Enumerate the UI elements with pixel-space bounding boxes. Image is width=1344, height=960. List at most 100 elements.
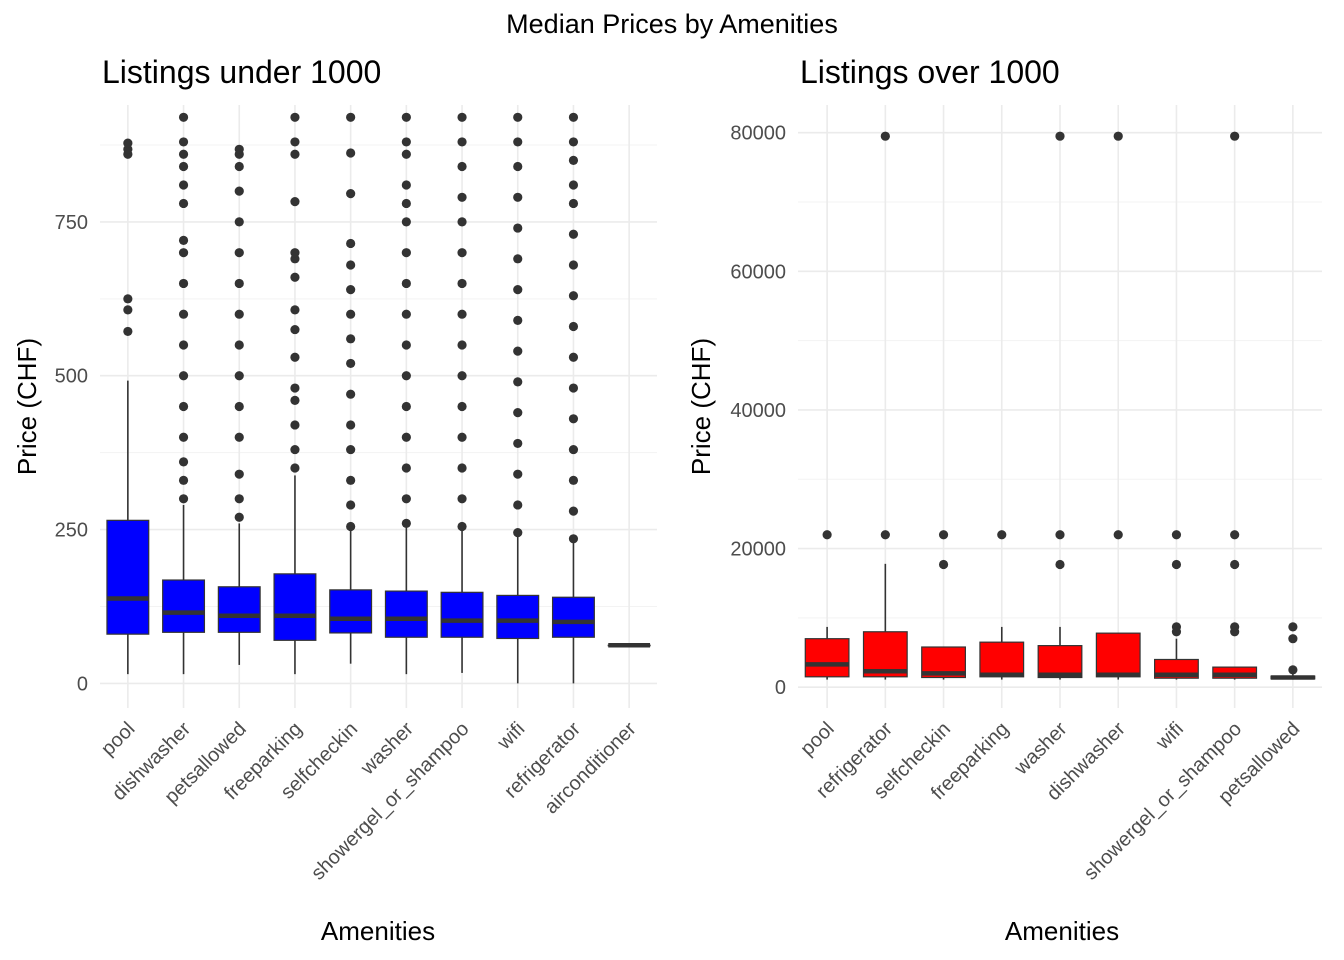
- box-washer: [384, 112, 428, 675]
- outlier-point: [346, 309, 356, 319]
- outlier-point: [1230, 131, 1240, 141]
- figure-title: Median Prices by Amenities: [506, 9, 838, 39]
- outlier-point: [513, 500, 523, 510]
- outlier-point: [1113, 131, 1123, 141]
- outlier-point: [346, 500, 356, 510]
- iqr-box: [979, 641, 1025, 678]
- box-refrigerator: [862, 131, 908, 680]
- iqr-box: [384, 590, 428, 638]
- outlier-point: [513, 284, 523, 295]
- outlier-point: [123, 326, 133, 337]
- outlier-point: [178, 149, 189, 159]
- iqr-box: [217, 586, 261, 633]
- box-selfcheckin: [329, 112, 373, 664]
- x-tick-label: wifi: [493, 718, 530, 755]
- outlier-point: [178, 309, 189, 319]
- outlier-point: [178, 161, 189, 172]
- outlier-point: [1055, 530, 1065, 540]
- outlier-point: [457, 432, 467, 442]
- outlier-point: [234, 161, 244, 172]
- outlier-point: [290, 444, 300, 455]
- outlier-point: [290, 324, 300, 335]
- outlier-point: [346, 444, 356, 455]
- box-pool: [804, 530, 850, 680]
- outlier-point: [568, 291, 579, 301]
- box-wifi: [1154, 530, 1199, 680]
- outlier-point: [457, 340, 467, 350]
- outlier-point: [401, 149, 411, 159]
- outlier-point: [568, 534, 579, 544]
- outlier-point: [234, 432, 244, 442]
- outlier-point: [938, 559, 949, 570]
- panel-title: Listings under 1000: [102, 54, 381, 90]
- outlier-point: [178, 278, 189, 289]
- box-dishwasher: [1095, 131, 1141, 680]
- outlier-point: [513, 192, 523, 202]
- outlier-point: [568, 112, 579, 122]
- y-tick-label: 20000: [730, 539, 786, 561]
- outlier-point: [401, 432, 411, 442]
- outlier-point: [1055, 559, 1065, 570]
- outlier-point: [290, 112, 300, 122]
- y-tick-label: 750: [55, 212, 88, 234]
- outlier-point: [178, 494, 189, 504]
- box-selfcheckin: [921, 530, 966, 680]
- panel-under-1000: 0250500750pooldishwasherpetsallowedfreep…: [12, 54, 657, 946]
- outlier-point: [568, 260, 579, 270]
- outlier-point: [513, 254, 523, 264]
- panel-over-1000: 020000400006000080000poolrefrigeratorsel…: [686, 54, 1322, 946]
- outlier-point: [346, 112, 356, 122]
- outlier-point: [234, 217, 244, 227]
- outlier-point: [290, 463, 300, 473]
- outlier-point: [123, 294, 133, 304]
- outlier-point: [1113, 530, 1123, 540]
- box-refrigerator: [551, 112, 595, 684]
- outlier-point: [401, 137, 411, 147]
- outlier-point: [234, 494, 244, 504]
- outlier-point: [568, 383, 579, 393]
- outlier-point: [401, 248, 411, 258]
- outlier-point: [123, 305, 133, 315]
- outlier-point: [178, 137, 189, 147]
- outlier-point: [513, 346, 523, 356]
- outlier-point: [401, 278, 411, 289]
- iqr-box: [1037, 645, 1083, 679]
- outlier-point: [568, 137, 579, 147]
- outlier-point: [290, 197, 300, 207]
- outlier-point: [401, 340, 411, 350]
- outlier-point: [234, 278, 244, 289]
- outlier-point: [513, 408, 523, 418]
- outlier-point: [178, 180, 189, 190]
- outlier-point: [290, 352, 300, 362]
- iqr-box: [551, 596, 595, 638]
- outlier-point: [178, 248, 189, 258]
- outlier-point: [178, 112, 189, 122]
- iqr-box: [162, 579, 206, 633]
- outlier-point: [290, 383, 300, 393]
- outlier-point: [234, 248, 244, 258]
- outlier-point: [568, 180, 579, 190]
- y-tick-label: 80000: [730, 123, 786, 145]
- iqr-box: [440, 591, 484, 638]
- outlier-point: [178, 432, 189, 442]
- outlier-point: [290, 137, 300, 147]
- y-axis-label: Price (CHF): [686, 338, 716, 475]
- y-tick-label: 60000: [730, 261, 786, 283]
- outlier-point: [568, 198, 579, 209]
- outlier-point: [457, 112, 467, 122]
- outlier-point: [290, 420, 300, 430]
- outlier-point: [346, 260, 356, 270]
- box-washer: [1037, 131, 1083, 680]
- outlier-point: [290, 272, 300, 282]
- outlier-point: [178, 401, 189, 412]
- outlier-point: [457, 192, 467, 202]
- outlier-point: [234, 512, 244, 522]
- outlier-point: [401, 217, 411, 227]
- outlier-point: [568, 229, 579, 239]
- outlier-point: [513, 315, 523, 325]
- outlier-point: [234, 144, 244, 154]
- outlier-point: [568, 475, 579, 485]
- outlier-point: [178, 340, 189, 350]
- box-showergel_or_shampoo: [1212, 131, 1258, 680]
